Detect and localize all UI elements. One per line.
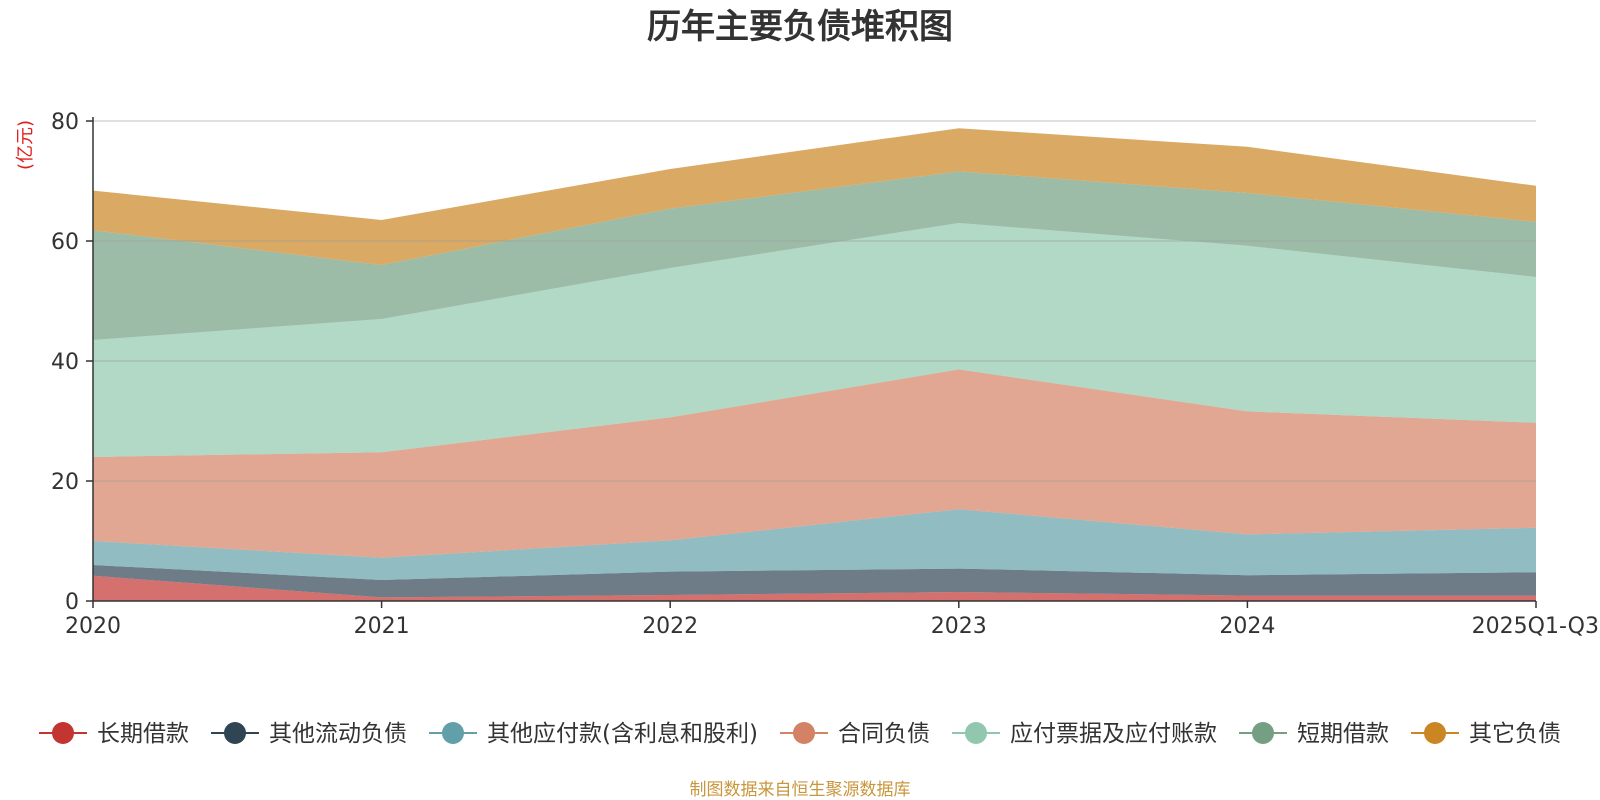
legend-item-6[interactable]: 其它负债: [1411, 721, 1561, 747]
legend-item-2[interactable]: 其他应付款(含利息和股利): [429, 721, 758, 747]
y-tick-label-2: 40: [51, 350, 79, 375]
y-tick-label-0: 0: [65, 590, 79, 615]
legend-label-0: 长期借款: [97, 721, 189, 747]
area-series-1: [93, 565, 1536, 598]
area-series-0: [93, 575, 1536, 601]
legend-marker-2: [442, 722, 464, 744]
chart-title: 历年主要负债堆积图: [647, 7, 953, 47]
legend-label-6: 其它负债: [1469, 721, 1561, 747]
area-series-3: [93, 369, 1536, 558]
legend-item-5[interactable]: 短期借款: [1239, 721, 1389, 747]
x-tick-label-3: 2023: [931, 614, 987, 639]
legend-marker-1: [224, 722, 246, 744]
legend-marker-0: [52, 722, 74, 744]
legend-item-1[interactable]: 其他流动负债: [211, 721, 407, 747]
x-tick-label-4: 2024: [1219, 614, 1275, 639]
legend-label-3: 合同负债: [838, 721, 930, 747]
y-tick-label-1: 20: [51, 470, 79, 495]
y-axis-label: (亿元): [15, 120, 36, 170]
y-tick-label-4: 80: [51, 110, 79, 135]
area-series-5: [93, 171, 1536, 340]
source-note: 制图数据来自恒生聚源数据库: [690, 780, 911, 800]
area-series-6: [93, 128, 1536, 265]
y-tick-label-3: 60: [51, 230, 79, 255]
legend: 长期借款 其他流动负债 其他应付款(含利息和股利) 合同负债 应付票据及应付账款 短期借款…: [39, 721, 1561, 747]
x-tick-label-1: 2021: [354, 614, 410, 639]
legend-marker-4: [965, 722, 987, 744]
legend-marker-6: [1424, 722, 1446, 744]
axes-layer: 0 20 40 60 80 2020 2021 2022 2023 2024 2025Q1-Q3: [51, 110, 1599, 639]
grid-layer: [93, 120, 1536, 482]
legend-marker-5: [1252, 722, 1274, 744]
legend-item-0[interactable]: 长期借款: [39, 721, 189, 747]
legend-item-3[interactable]: 合同负债: [780, 721, 930, 747]
x-tick-label-5: 2025Q1-Q3: [1472, 614, 1599, 639]
legend-marker-3: [793, 722, 815, 744]
area-series-4: [93, 223, 1536, 457]
areas-layer: [93, 128, 1536, 601]
legend-item-4[interactable]: 应付票据及应付账款: [952, 721, 1217, 747]
area-series-2: [93, 509, 1536, 580]
x-tick-label-0: 2020: [65, 614, 121, 639]
legend-label-2: 其他应付款(含利息和股利): [487, 721, 758, 747]
x-tick-label-2: 2022: [642, 614, 698, 639]
legend-label-5: 短期借款: [1297, 721, 1389, 747]
legend-label-1: 其他流动负债: [269, 721, 407, 747]
legend-label-4: 应付票据及应付账款: [1010, 721, 1217, 747]
